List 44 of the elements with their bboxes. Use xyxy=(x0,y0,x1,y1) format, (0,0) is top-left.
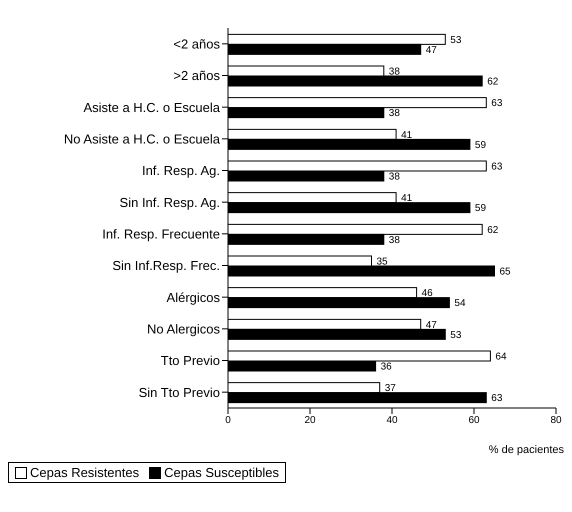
data-label: 37 xyxy=(384,383,396,394)
data-label: 36 xyxy=(380,362,392,373)
data-label: 59 xyxy=(474,140,486,151)
x-axis-title: % de pacientes xyxy=(488,443,564,458)
data-label: 53 xyxy=(450,330,462,341)
data-label: 64 xyxy=(495,352,507,363)
data-label: 38 xyxy=(388,172,400,183)
y-tick-label: Sin Inf. Resp. Ag. xyxy=(120,194,220,210)
y-tick-label: Tto Previo xyxy=(160,353,220,368)
data-label: 54 xyxy=(454,298,466,310)
data-label: 53 xyxy=(450,34,462,46)
y-tick-label: Asiste a H.C. o Escuela xyxy=(83,100,221,115)
x-tick-label: 20 xyxy=(304,415,316,426)
data-label: 47 xyxy=(426,44,438,56)
y-tick-label: No Alergicos xyxy=(147,321,220,336)
data-label: 35 xyxy=(376,256,388,268)
x-tick-label: 60 xyxy=(468,415,480,426)
x-tick-label: 40 xyxy=(386,415,398,426)
data-label: 41 xyxy=(401,130,413,141)
data-label: 62 xyxy=(487,76,499,88)
y-tick-label: Sin Tto Previo xyxy=(138,384,220,400)
y-tick-label: Sin Inf.Resp. Frec. xyxy=(112,258,220,274)
y-tick-label: <2 años xyxy=(173,36,220,52)
data-label: 65 xyxy=(500,266,512,278)
y-tick-label: Inf. Resp. Frecuente xyxy=(102,226,220,242)
data-label: 38 xyxy=(388,66,400,78)
data-label: 41 xyxy=(401,193,413,204)
x-tick-label: 80 xyxy=(550,415,562,426)
legend-label: Cepas Susceptibles xyxy=(163,465,280,480)
data-label: 62 xyxy=(487,224,499,236)
data-label: 63 xyxy=(491,98,503,110)
data-label: 47 xyxy=(426,320,438,331)
data-label: 38 xyxy=(388,234,400,246)
y-tick-label: Alérgicos xyxy=(166,290,220,305)
data-label: 46 xyxy=(422,288,434,300)
data-label: 59 xyxy=(474,203,486,214)
data-label: 63 xyxy=(491,393,503,404)
x-tick-label: 0 xyxy=(225,415,232,426)
legend-label: Cepas Resistentes xyxy=(29,465,140,480)
y-tick-label: >2 años xyxy=(173,68,220,84)
y-tick-label: Inf. Resp. Ag. xyxy=(142,163,220,178)
y-tick-label: No Asiste a H.C. o Escuela xyxy=(64,131,221,146)
data-label: 38 xyxy=(388,108,400,120)
data-label: 63 xyxy=(491,162,503,173)
